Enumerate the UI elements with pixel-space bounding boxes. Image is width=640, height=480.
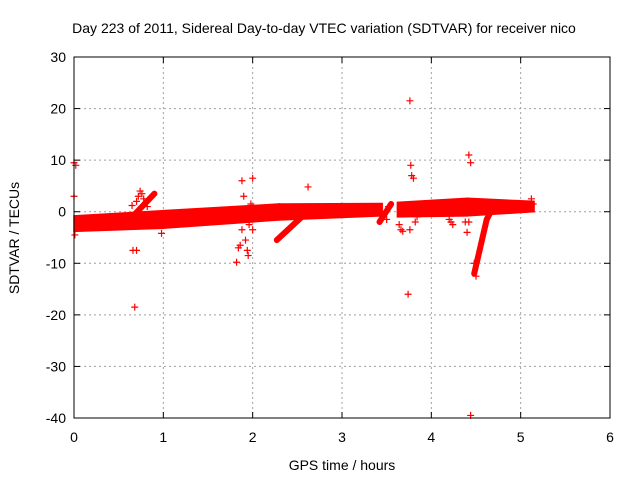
- data-point: [249, 174, 257, 182]
- data-point: [131, 303, 139, 311]
- data-point: [143, 203, 151, 211]
- data-point: [236, 241, 244, 249]
- data-point: [304, 183, 312, 191]
- dense-point-band: [73, 209, 165, 233]
- data-point: [527, 195, 535, 203]
- x-tick-label: 5: [517, 429, 525, 445]
- axis-ticks: [73, 56, 611, 419]
- data-point: [140, 195, 148, 203]
- dense-point-band: [466, 197, 535, 217]
- x-tick-label: 1: [159, 429, 167, 445]
- data-point: [238, 226, 246, 234]
- data-point: [465, 151, 473, 159]
- data-point: [249, 226, 257, 234]
- data-point: [133, 246, 141, 254]
- y-tick-label: 20: [50, 101, 66, 117]
- data-point: [244, 252, 252, 260]
- y-tick-label: 30: [50, 49, 66, 65]
- x-axis-label: GPS time / hours: [289, 457, 396, 473]
- y-tick-label: -10: [46, 255, 66, 271]
- data-point: [133, 197, 141, 205]
- data-point: [411, 218, 419, 226]
- data-point: [529, 200, 537, 208]
- point-track: [131, 190, 158, 218]
- x-tick-label: 4: [427, 429, 435, 445]
- y-tick-labels: 30 20 10 0 -10 -20 -30 -40: [46, 49, 66, 426]
- data-point: [242, 236, 250, 244]
- data-point: [384, 203, 392, 211]
- x-tick-label: 6: [606, 429, 614, 445]
- data-point: [472, 272, 480, 280]
- data-point: [233, 258, 241, 266]
- point-track: [471, 216, 490, 277]
- grid-lines: [74, 57, 610, 418]
- data-point: [138, 190, 146, 198]
- data-point: [128, 202, 136, 210]
- x-tick-label: 2: [249, 429, 257, 445]
- data-point: [406, 97, 414, 105]
- y-tick-label: 0: [58, 204, 66, 220]
- data-point: [404, 290, 412, 298]
- data-point: [240, 192, 248, 200]
- data-point: [71, 231, 79, 239]
- data-point: [158, 229, 166, 237]
- data-point: [238, 177, 246, 185]
- data-point: [463, 228, 471, 236]
- data-point: [449, 221, 457, 229]
- data-marks: [70, 97, 537, 419]
- data-point: [399, 227, 407, 235]
- x-tick-label: 3: [338, 429, 346, 445]
- y-axis-label: SDTVAR / TECUs: [6, 182, 22, 294]
- data-point: [397, 226, 405, 234]
- data-point: [465, 218, 473, 226]
- data-point: [395, 221, 403, 229]
- point-track: [483, 206, 496, 223]
- data-point: [141, 198, 149, 206]
- y-tick-label: 10: [50, 152, 66, 168]
- data-point: [72, 161, 80, 169]
- data-point: [406, 226, 414, 234]
- data-point: [383, 215, 391, 223]
- data-point: [407, 161, 415, 169]
- data-point: [134, 192, 142, 200]
- x-tick-labels: 0 1 2 3 4 5 6: [70, 429, 614, 445]
- x-tick-label: 0: [70, 429, 78, 445]
- data-point: [243, 246, 251, 254]
- y-tick-label: -20: [46, 307, 66, 323]
- data-point: [409, 174, 417, 182]
- y-tick-label: -30: [46, 358, 66, 374]
- data-point: [245, 221, 253, 229]
- data-point: [467, 159, 475, 167]
- point-track: [273, 213, 305, 244]
- dense-point-band: [278, 202, 383, 221]
- data-point: [413, 213, 421, 221]
- data-point: [470, 259, 478, 267]
- dense-point-band: [396, 197, 468, 218]
- data-point: [247, 200, 255, 208]
- chart-title: Day 223 of 2011, Sidereal Day-to-day VTE…: [72, 20, 576, 36]
- dense-point-band: [162, 203, 281, 230]
- y-tick-label: -40: [46, 410, 66, 426]
